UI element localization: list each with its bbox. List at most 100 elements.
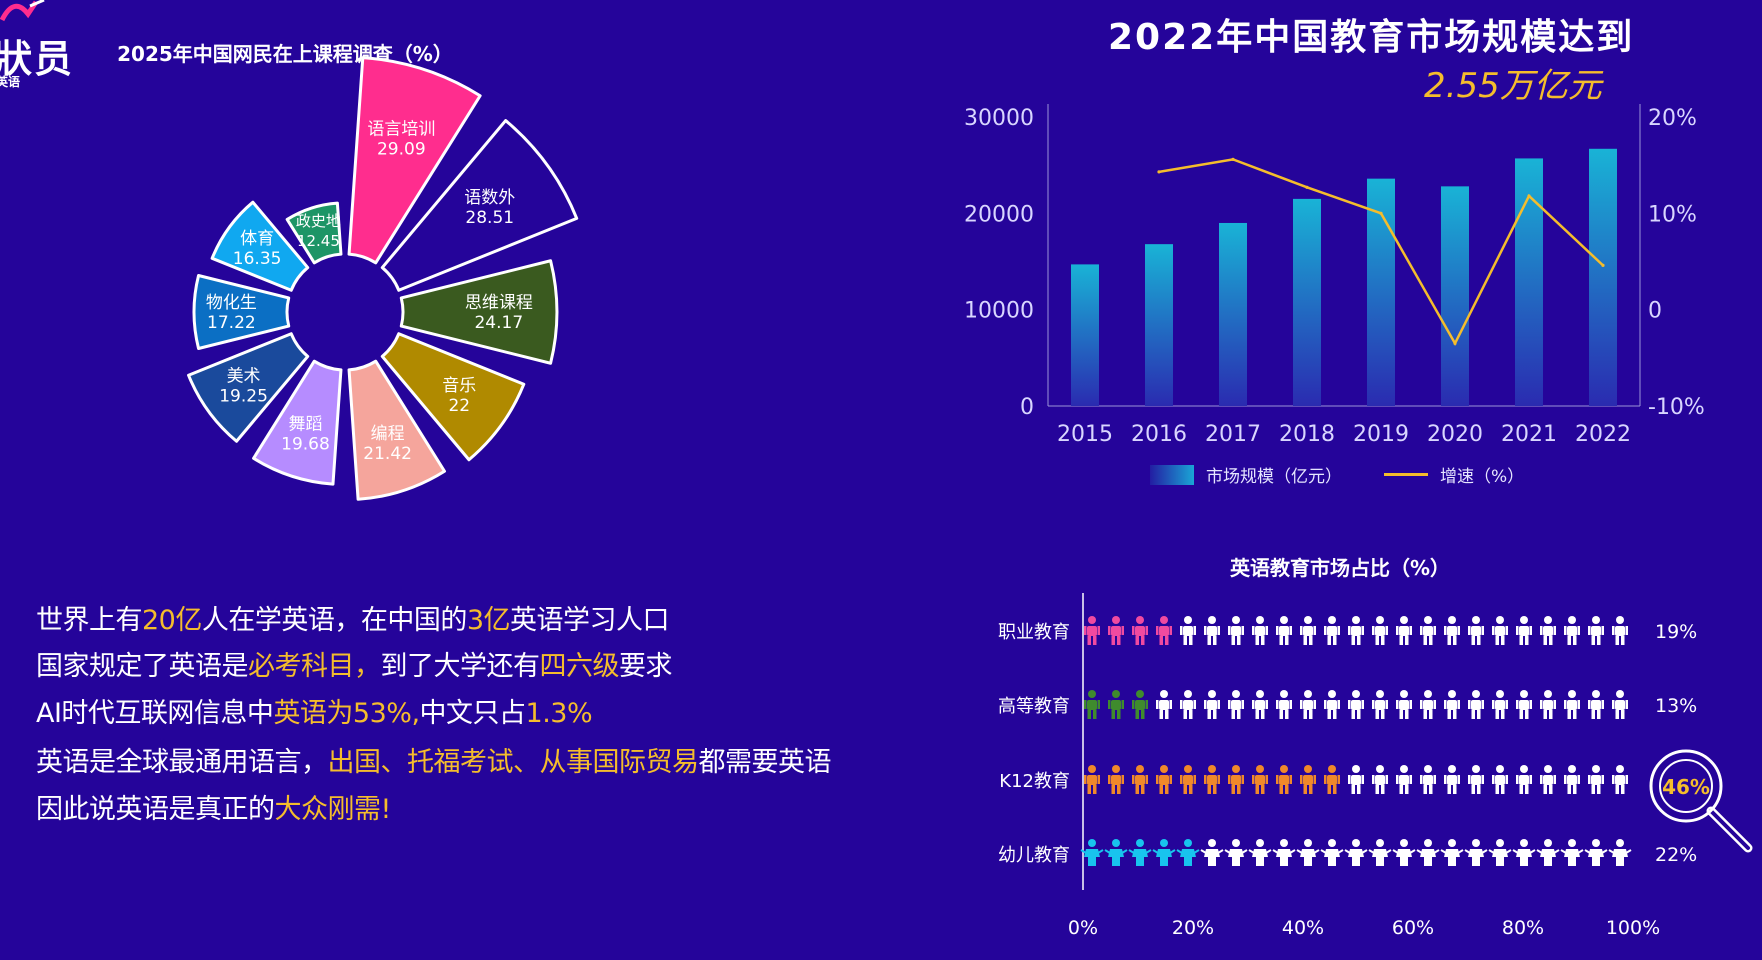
- person-head: [1520, 765, 1528, 773]
- paragraph-line-1: 世界上有20亿人在学英语，在中国的3亿英语学习人口: [36, 607, 670, 634]
- person-leg: [1309, 636, 1313, 645]
- person-arm: [1169, 626, 1172, 635]
- person-icon: [1564, 765, 1580, 794]
- person-arms: [1128, 849, 1152, 854]
- highlight-text: 英语为53%,: [273, 698, 420, 729]
- person-leg: [1549, 636, 1553, 645]
- person-body: [1567, 700, 1577, 710]
- person-arm: [1444, 700, 1447, 709]
- person-leg: [1261, 636, 1265, 645]
- person-icon: [1276, 690, 1292, 719]
- person-arm: [1121, 700, 1124, 709]
- person-arm: [1265, 626, 1268, 635]
- person-leg: [1567, 710, 1571, 719]
- person-leg: [1429, 636, 1433, 645]
- person-body: [1399, 626, 1409, 636]
- person-head: [1400, 616, 1408, 624]
- logo-mark-icon: [0, 0, 45, 22]
- person-body: [1207, 626, 1217, 636]
- person-leg: [1279, 710, 1283, 719]
- person-arm: [1492, 700, 1495, 709]
- rose-value-label: 19.25: [219, 387, 268, 407]
- person-arm: [1372, 775, 1375, 784]
- person-icon: [1608, 839, 1632, 866]
- person-leg: [1597, 785, 1601, 794]
- market-bar: [1367, 178, 1395, 406]
- person-body: [1420, 849, 1436, 866]
- person-head: [1568, 690, 1576, 698]
- person-head: [1160, 765, 1168, 773]
- person-arm: [1217, 626, 1220, 635]
- person-icon: [1132, 765, 1148, 794]
- pictogram-row-label: 幼儿教育: [998, 845, 1070, 866]
- person-arm: [1601, 700, 1604, 709]
- rose-category-label: 语言培训: [367, 120, 435, 140]
- person-body: [1567, 775, 1577, 785]
- person-leg: [1405, 785, 1409, 794]
- person-body: [1399, 775, 1409, 785]
- person-icon: [1492, 690, 1508, 719]
- person-icon: [1204, 690, 1220, 719]
- person-leg: [1327, 785, 1331, 794]
- person-body: [1444, 849, 1460, 866]
- person-body: [1471, 775, 1481, 785]
- magnifier-handle-inner: [1709, 809, 1750, 850]
- pictogram-x-tick: 60%: [1392, 917, 1434, 939]
- person-arm: [1420, 700, 1423, 709]
- person-icon: [1228, 765, 1244, 794]
- person-leg: [1333, 785, 1337, 794]
- person-icon: [1584, 839, 1608, 866]
- person-arm: [1564, 700, 1567, 709]
- person-body: [1231, 775, 1241, 785]
- person-icon: [1516, 690, 1532, 719]
- paragraph-line-3: AI时代互联网信息中英语为53%,中文只占1.3%: [36, 698, 593, 729]
- person-body: [1303, 626, 1313, 636]
- person-leg: [1399, 785, 1403, 794]
- person-leg: [1183, 636, 1187, 645]
- person-arm: [1252, 700, 1255, 709]
- person-arm: [1540, 700, 1543, 709]
- person-body: [1591, 626, 1601, 636]
- pictogram-x-tick: 100%: [1606, 917, 1660, 939]
- person-head: [1232, 616, 1240, 624]
- person-icon: [1396, 690, 1412, 719]
- person-arm: [1529, 626, 1532, 635]
- person-arm: [1516, 700, 1519, 709]
- person-icon: [1420, 616, 1436, 645]
- paragraph-text: 英语是全球最通用语言，: [36, 747, 328, 778]
- person-arms: [1152, 849, 1176, 854]
- person-leg: [1087, 785, 1091, 794]
- person-arms: [1584, 849, 1608, 854]
- pictogram-value-label: 19%: [1655, 621, 1697, 643]
- person-arm: [1300, 626, 1303, 635]
- person-head: [1112, 765, 1120, 773]
- person-head: [1376, 616, 1384, 624]
- person-leg: [1615, 636, 1619, 645]
- logo-subtext: 英语: [0, 75, 21, 89]
- person-body: [1564, 849, 1580, 866]
- person-head: [1496, 765, 1504, 773]
- person-arm: [1217, 700, 1220, 709]
- person-leg: [1279, 636, 1283, 645]
- person-arm: [1097, 626, 1100, 635]
- person-leg: [1351, 785, 1355, 794]
- person-icon: [1252, 765, 1268, 794]
- person-leg: [1135, 785, 1139, 794]
- person-head: [1520, 616, 1528, 624]
- market-chart-legend: 市场规模（亿元） 增速（%）: [1150, 462, 1524, 487]
- person-leg: [1591, 710, 1595, 719]
- person-leg: [1519, 636, 1523, 645]
- person-arm: [1145, 700, 1148, 709]
- person-arms: [1296, 849, 1320, 854]
- person-icon: [1080, 839, 1104, 866]
- person-head: [1088, 690, 1096, 698]
- person-arm: [1241, 626, 1244, 635]
- person-head: [1280, 616, 1288, 624]
- person-icon: [1372, 616, 1388, 645]
- person-icon: [1396, 616, 1412, 645]
- person-leg: [1357, 636, 1361, 645]
- x-axis-tick: 2022: [1575, 422, 1631, 447]
- person-head: [1448, 765, 1456, 773]
- person-arm: [1217, 775, 1220, 784]
- person-icon: [1156, 690, 1172, 719]
